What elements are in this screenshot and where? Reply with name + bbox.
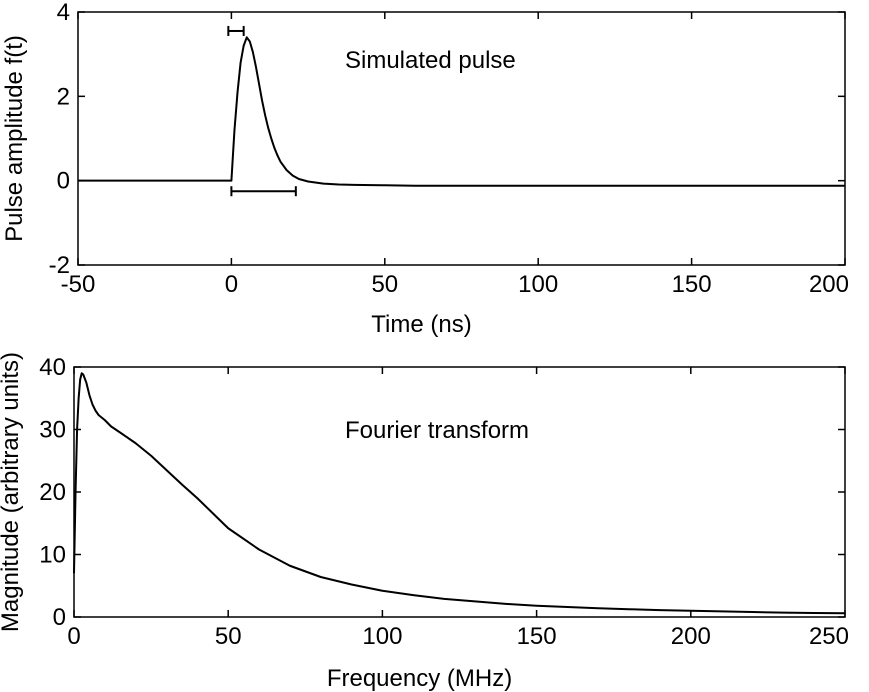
top-xtick-label: 150 [672,271,712,298]
bottom-xtick-label: 50 [215,623,242,650]
top-ytick-label: 0 [57,168,70,195]
top-ytick-label: 4 [57,0,70,26]
bottom-ytick-label: 10 [39,542,66,569]
bottom-xtick-label: 0 [67,623,80,650]
bottom-xtick-label: 100 [362,623,402,650]
bottom-y-axis-label: Magnitude (arbitrary units) [0,352,24,632]
bottom-ytick-label: 40 [39,354,66,381]
bottom-ytick-label: 0 [53,604,66,631]
top-xtick-label: -50 [61,271,96,298]
bottom-ytick-label: 30 [39,417,66,444]
top-ytick-label: -2 [49,252,70,279]
bottom-ytick-label: 20 [39,479,66,506]
top-xtick-label: 0 [225,271,238,298]
top-xtick-label: 100 [518,271,558,298]
bottom-panel: 0 50 100 150 200 250 0 10 20 30 40 Frequency (MHz) M… [0,352,849,692]
top-width-marker [227,25,245,36]
bottom-xtick-label: 200 [671,623,711,650]
top-ytick-label: 2 [57,83,70,110]
bottom-annotation: Fourier transform [345,417,529,444]
top-y-axis-label: Pulse amplitude f(t) [1,35,28,242]
top-series-line [78,36,845,187]
top-axes-frame [77,11,846,266]
bottom-xtick-label: 150 [517,623,557,650]
bottom-xtick-label: 250 [809,623,849,650]
bottom-series-line [73,372,846,615]
top-xtick-label: 200 [809,271,849,298]
bottom-x-axis-label: Frequency (MHz) [327,665,512,692]
top-annotation: Simulated pulse [345,47,516,74]
top-width-marker [230,186,297,197]
top-xtick-label: 50 [371,271,398,298]
top-panel: -50 0 50 100 150 200 -2 0 2 4 Time (ns) Pulse ampli… [1,0,849,338]
top-x-axis-label: Time (ns) [371,311,471,338]
